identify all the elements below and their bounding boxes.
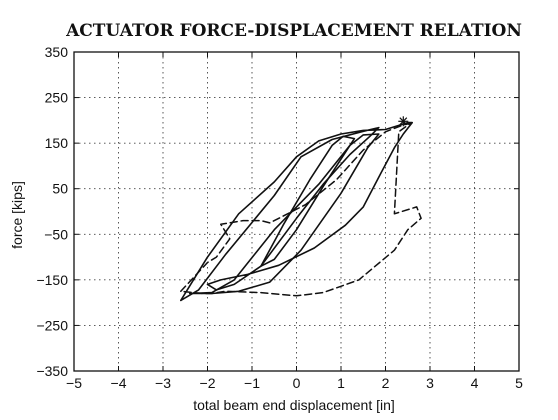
solid-hysteresis-curve-3: [180, 121, 413, 302]
y-tick-label: 50: [52, 181, 68, 197]
x-tick-labels: −5 −4 −3 −2 −1 0 1 2 3 4 5: [66, 375, 523, 391]
y-tick-label: 250: [45, 90, 69, 106]
x-tick-label: 3: [426, 375, 434, 391]
chart-title: ACTUATOR FORCE-DISPLACEMENT RELATION: [65, 21, 522, 41]
asterisk-marker: [398, 116, 409, 127]
y-tick-label: 150: [45, 135, 69, 151]
x-tick-label: −5: [66, 375, 82, 391]
y-axis-label: force [kips]: [9, 181, 25, 249]
y-tick-label: −350: [36, 363, 68, 379]
plot-markers: [398, 116, 409, 127]
y-tick-label: −50: [44, 226, 68, 242]
y-tick-labels: 350 250 150 50 −50 −150 −250 −350: [36, 44, 68, 379]
x-tick-label: 5: [515, 375, 523, 391]
axis-ticks: [73, 51, 520, 372]
x-tick-label: 2: [382, 375, 390, 391]
y-tick-label: −250: [36, 317, 68, 333]
dashed-hysteresis-curve: [180, 122, 422, 297]
solid-hysteresis-curve-2: [188, 133, 380, 295]
grid: [74, 52, 519, 371]
y-tick-label: −150: [36, 272, 68, 288]
x-tick-label: −2: [200, 375, 216, 391]
x-tick-label: 1: [337, 375, 345, 391]
x-tick-label: 0: [293, 375, 301, 391]
x-tick-label: −3: [155, 375, 171, 391]
plot-curves: [180, 121, 422, 302]
x-tick-label: −4: [111, 375, 127, 391]
x-axis-label: total beam end displacement [in]: [193, 397, 395, 413]
x-tick-label: 4: [471, 375, 479, 391]
solid-hysteresis-curve-1: [260, 135, 356, 267]
y-tick-label: 350: [45, 44, 69, 60]
x-tick-label: −1: [244, 375, 260, 391]
